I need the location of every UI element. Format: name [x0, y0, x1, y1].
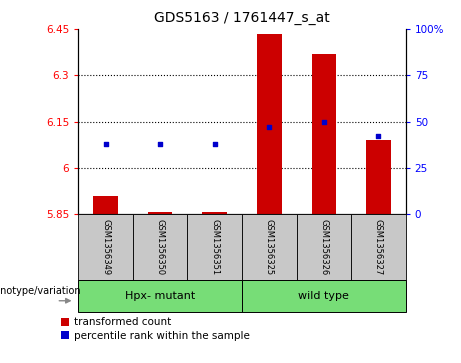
Bar — [78, 214, 133, 280]
Point — [157, 141, 164, 147]
Bar — [366, 140, 390, 214]
Text: GSM1356351: GSM1356351 — [210, 219, 219, 275]
Bar — [312, 54, 336, 214]
Bar — [296, 214, 351, 280]
Bar — [242, 214, 296, 280]
Text: Hpx- mutant: Hpx- mutant — [125, 291, 195, 301]
Bar — [351, 214, 406, 280]
Legend: transformed count, percentile rank within the sample: transformed count, percentile rank withi… — [60, 317, 250, 341]
Text: GSM1356325: GSM1356325 — [265, 219, 274, 275]
Point — [375, 134, 382, 139]
Point — [211, 141, 219, 147]
Point — [266, 124, 273, 130]
Title: GDS5163 / 1761447_s_at: GDS5163 / 1761447_s_at — [154, 11, 330, 25]
Bar — [242, 280, 406, 312]
Bar — [94, 196, 118, 214]
Text: genotype/variation: genotype/variation — [0, 286, 82, 296]
Text: GSM1356326: GSM1356326 — [319, 219, 328, 275]
Bar — [202, 212, 227, 214]
Text: GSM1356349: GSM1356349 — [101, 219, 110, 275]
Text: GSM1356350: GSM1356350 — [156, 219, 165, 275]
Bar — [257, 34, 282, 214]
Point — [320, 119, 327, 125]
Bar — [148, 212, 172, 214]
Bar — [133, 214, 188, 280]
Text: wild type: wild type — [298, 291, 349, 301]
Bar — [188, 214, 242, 280]
Point — [102, 141, 109, 147]
Bar — [78, 280, 242, 312]
Text: GSM1356327: GSM1356327 — [374, 219, 383, 275]
